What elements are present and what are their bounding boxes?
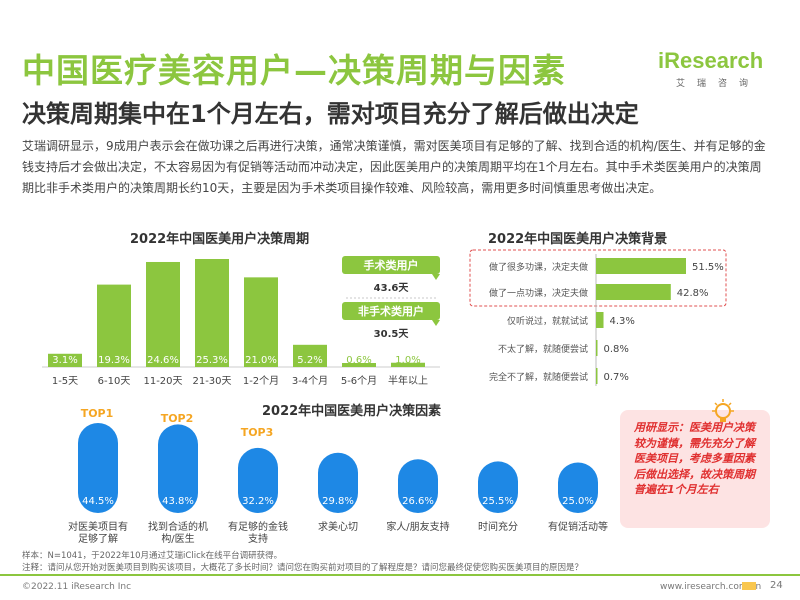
background-value-label: 0.8% xyxy=(604,344,629,355)
surgical-label: 手术类用户 xyxy=(364,258,419,272)
factor-category-label: 对医美项目有 xyxy=(68,520,128,533)
cycle-bar xyxy=(97,284,131,367)
factor-bar xyxy=(158,424,198,513)
footer-accent xyxy=(742,582,756,590)
factor-bar xyxy=(318,452,358,513)
website: www.iresearch.com.cn xyxy=(660,582,762,592)
cycle-bar xyxy=(293,344,327,367)
nonsurgical-label: 非手术类用户 xyxy=(358,304,424,318)
factor-value-label: 43.8% xyxy=(162,496,194,507)
cycle-category-label: 半年以上 xyxy=(388,374,428,387)
background-value-label: 42.8% xyxy=(677,288,709,299)
page-title: 中国医疗美容用户—决策周期与因素 xyxy=(22,51,566,90)
cycle-category-label: 11-20天 xyxy=(143,376,182,387)
copyright: ©2022.11 iResearch Inc xyxy=(22,582,132,592)
factor-category-label: 支持 xyxy=(248,532,268,545)
surgical-label-box xyxy=(342,256,440,274)
background-value-label: 4.3% xyxy=(610,316,635,327)
cycle-bar xyxy=(342,363,376,367)
logo-text: iResearch xyxy=(658,48,764,73)
factors-chart-title: 2022年中国医美用户决策因素 xyxy=(262,404,442,419)
factor-value-label: 29.8% xyxy=(322,496,354,507)
top2-label: TOP2 xyxy=(161,412,194,425)
page-number: 24 xyxy=(770,580,783,591)
factor-bar xyxy=(558,462,598,513)
background-bar xyxy=(596,368,598,384)
cycle-value-label: 25.3% xyxy=(196,355,228,366)
nonsurgical-label-box xyxy=(342,302,440,320)
cycle-value-label: 0.6% xyxy=(346,355,371,366)
research-tip-box: 用研显示：医美用户决策较为谨慎，需先充分了解医美项目，考虑多重因素后做出选择，故… xyxy=(620,410,770,528)
cycle-value-label: 1.0% xyxy=(395,355,420,366)
cycle-bar xyxy=(146,261,180,367)
factor-bar xyxy=(238,447,278,513)
highlight-box xyxy=(469,249,727,307)
factor-bar xyxy=(78,423,118,513)
page-subtitle: 决策周期集中在1个月左右，需对项目充分了解后做出决定 xyxy=(22,100,639,128)
background-bar xyxy=(596,312,604,328)
background-chart-title: 2022年中国医美用户决策背景 xyxy=(488,232,668,247)
factor-category-label: 有足够的金钱 xyxy=(228,520,288,533)
cycle-category-label: 5-6个月 xyxy=(341,375,377,387)
cycle-value-label: 5.2% xyxy=(297,355,322,366)
factor-category-label: 足够了解 xyxy=(78,532,118,545)
surgical-label-arrow xyxy=(432,274,440,280)
cycle-bar xyxy=(244,277,278,367)
factor-category-label: 时间充分 xyxy=(478,520,518,533)
background-category-label: 做了一点功课，决定夫做 xyxy=(489,287,588,299)
cycle-value-label: 19.3% xyxy=(98,355,130,366)
background-bar xyxy=(596,284,671,300)
cycle-category-label: 1-2个月 xyxy=(243,375,279,387)
nonsurgical-label-arrow xyxy=(432,320,440,326)
background-bar xyxy=(596,258,686,274)
factor-category-label: 找到合适的机 xyxy=(148,520,208,533)
factor-value-label: 44.5% xyxy=(82,496,114,507)
cycle-chart-title: 2022年中国医美用户决策周期 xyxy=(130,232,310,247)
cycle-category-label: 1-5天 xyxy=(52,376,78,387)
factor-value-label: 25.5% xyxy=(482,496,514,507)
background-category-label: 不太了解，就随便尝试 xyxy=(498,343,588,355)
cycle-category-label: 6-10天 xyxy=(98,376,131,387)
cycle-bar xyxy=(48,353,82,367)
factor-category-label: 有促销活动等 xyxy=(548,520,608,533)
intro-paragraph: 艾瑞调研显示，9成用户表示会在做功课之后再进行决策，通常决策谨慎，需对医美项目有… xyxy=(22,139,766,195)
footer-line xyxy=(0,574,800,576)
cycle-bar xyxy=(195,259,229,367)
background-value-label: 51.5% xyxy=(692,262,724,273)
factor-bar xyxy=(478,461,518,513)
background-category-label: 仅听说过，就就试试 xyxy=(507,315,588,327)
cycle-bar xyxy=(391,362,425,367)
cycle-category-label: 3-4个月 xyxy=(292,375,328,387)
surgical-value: 43.6天 xyxy=(374,282,410,294)
cycle-value-label: 3.1% xyxy=(52,355,77,366)
background-category-label: 完全不了解，就随便尝试 xyxy=(489,371,588,383)
background-bar xyxy=(596,340,598,356)
factor-bar xyxy=(398,459,438,513)
cycle-value-label: 24.6% xyxy=(147,355,179,366)
nonsurgical-value: 30.5天 xyxy=(374,328,410,340)
background-value-label: 0.7% xyxy=(604,372,629,383)
factor-value-label: 25.0% xyxy=(562,496,594,507)
cycle-category-label: 21-30天 xyxy=(192,376,231,387)
top3-label: TOP3 xyxy=(241,426,274,439)
cycle-value-label: 21.0% xyxy=(245,355,277,366)
factor-category-label: 构/医生 xyxy=(161,532,194,545)
iresearch-logo: iResearch 艾瑞咨询 xyxy=(658,48,763,92)
remark-note: 注释：请问从您开始对医美项目到购买该项目，大概花了多长时间？请问您在购买前对项目… xyxy=(22,563,584,573)
research-tip-text: 用研显示：医美用户决策较为谨慎，需先充分了解医美项目，考虑多重因素后做出选择，故… xyxy=(634,421,755,496)
factor-category-label: 家人/朋友支持 xyxy=(386,520,449,533)
factor-value-label: 32.2% xyxy=(242,496,274,507)
background-category-label: 做了很多功课，决定夫做 xyxy=(489,261,588,273)
sample-note: 样本：N=1041，于2022年10月通过艾瑞iClick在线平台调研获得。 xyxy=(22,551,283,561)
factor-category-label: 求美心切 xyxy=(318,520,358,533)
logo-subtext: 艾瑞咨询 xyxy=(676,79,761,89)
lightbulb-icon xyxy=(712,399,734,422)
top1-label: TOP1 xyxy=(81,407,114,420)
factor-value-label: 26.6% xyxy=(402,496,434,507)
